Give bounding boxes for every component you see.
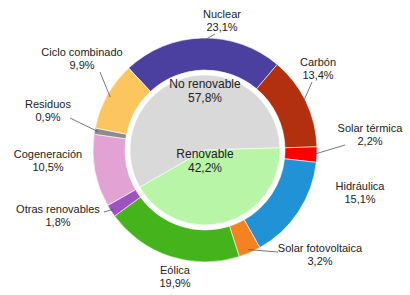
slice-label: Nuclear	[203, 8, 241, 20]
value-label: 57,8%	[188, 91, 222, 105]
slice-label: Solar fotovoltaica	[278, 242, 363, 254]
value-label: 0,9%	[35, 111, 60, 123]
value-label: 15,1%	[344, 193, 375, 205]
value-label: 42,2%	[188, 161, 222, 175]
slice-label: Otras renovables	[16, 203, 100, 215]
leader-line	[248, 250, 278, 252]
slice	[93, 134, 135, 205]
slice-label: Residuos	[25, 98, 71, 110]
group-label: Renovable	[176, 147, 234, 161]
labels: Nuclear23,1% Carbón13,4% Solar térmica2,2%…	[14, 8, 404, 289]
chart: Nuclear23,1% Carbón13,4% Solar térmica2,2%…	[0, 0, 410, 295]
group-label: No renovable	[169, 77, 241, 91]
slice-label: Ciclo combinado	[41, 46, 122, 58]
value-label: 2,2%	[357, 135, 382, 147]
slice-label: Cogeneración	[14, 148, 83, 160]
slice	[140, 148, 280, 225]
slice-label: Hidráulica	[336, 180, 386, 192]
slice-label: Solar térmica	[338, 122, 404, 134]
slice	[129, 38, 278, 91]
value-label: 1,8%	[45, 216, 70, 228]
value-label: 9,9%	[69, 59, 94, 71]
leader-line	[202, 34, 215, 41]
inner-ring	[130, 75, 280, 225]
slice-label: Eólica	[160, 264, 191, 276]
value-label: 23,1%	[206, 21, 237, 33]
slice-label: Carbón	[300, 56, 336, 68]
donut	[93, 38, 317, 262]
outer-ring	[93, 38, 317, 262]
value-label: 10,5%	[32, 161, 63, 173]
value-label: 3,2%	[307, 255, 332, 267]
leader-line	[303, 82, 312, 103]
leader-line	[100, 72, 110, 97]
value-label: 13,4%	[302, 69, 333, 81]
leader-line	[104, 209, 114, 212]
leader-line	[314, 145, 345, 154]
value-label: 19,9%	[159, 277, 190, 289]
leader-line	[70, 118, 98, 132]
